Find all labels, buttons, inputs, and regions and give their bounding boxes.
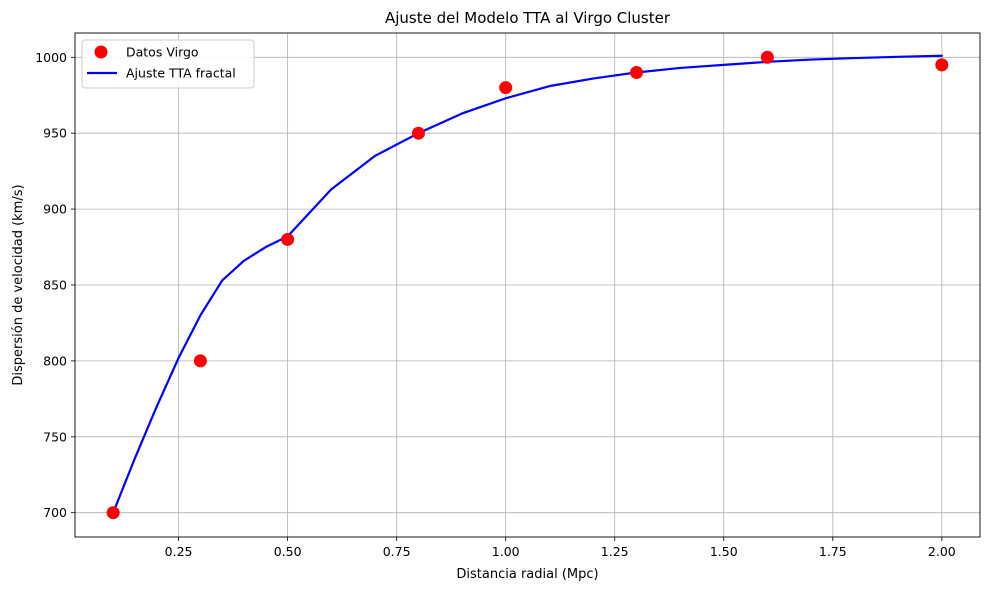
data-point-datos-virgo [760, 50, 774, 64]
y-tick-label: 750 [43, 429, 67, 444]
legend-entry-ajuste-tta: Ajuste TTA fractal [126, 66, 236, 81]
y-tick-label: 1000 [35, 50, 67, 65]
legend-marker-datos-virgo [94, 45, 108, 59]
grid [75, 33, 980, 537]
legend: Datos Virgo Ajuste TTA fractal [81, 39, 255, 89]
x-tick-label: 0.25 [165, 544, 193, 559]
data-point-datos-virgo [193, 354, 207, 368]
x-tick-label: 0.50 [274, 544, 302, 559]
chart-title: Ajuste del Modelo TTA al Virgo Cluster [385, 9, 671, 27]
y-axis-label: Dispersión de velocidad (km/s) [11, 184, 26, 385]
legend-box [81, 39, 255, 89]
data-point-datos-virgo [630, 65, 644, 79]
x-tick-label: 2.00 [928, 544, 956, 559]
x-tick-label: 1.75 [819, 544, 847, 559]
data-layer [106, 50, 949, 520]
fit-line-ajuste-tta [112, 54, 943, 514]
x-tick-label: 1.25 [601, 544, 629, 559]
ticks: 0.25 0.50 0.75 1.00 1.25 1.50 1.75 2.00 700 750 80… [35, 50, 956, 559]
y-tick-label: 700 [43, 505, 67, 520]
y-tick-label: 950 [43, 126, 67, 141]
data-point-datos-virgo [281, 232, 295, 246]
y-tick-label: 850 [43, 278, 67, 293]
data-point-datos-virgo [411, 126, 425, 140]
x-tick-label: 1.00 [492, 544, 520, 559]
data-point-datos-virgo [106, 506, 120, 520]
x-axis-label: Distancia radial (Mpc) [456, 567, 598, 582]
y-tick-label: 800 [43, 353, 67, 368]
y-tick-label: 900 [43, 202, 67, 217]
data-point-datos-virgo [499, 81, 513, 95]
legend-entry-datos-virgo: Datos Virgo [126, 45, 199, 60]
x-tick-label: 1.50 [710, 544, 738, 559]
data-point-datos-virgo [935, 58, 949, 72]
x-tick-label: 0.75 [383, 544, 411, 559]
